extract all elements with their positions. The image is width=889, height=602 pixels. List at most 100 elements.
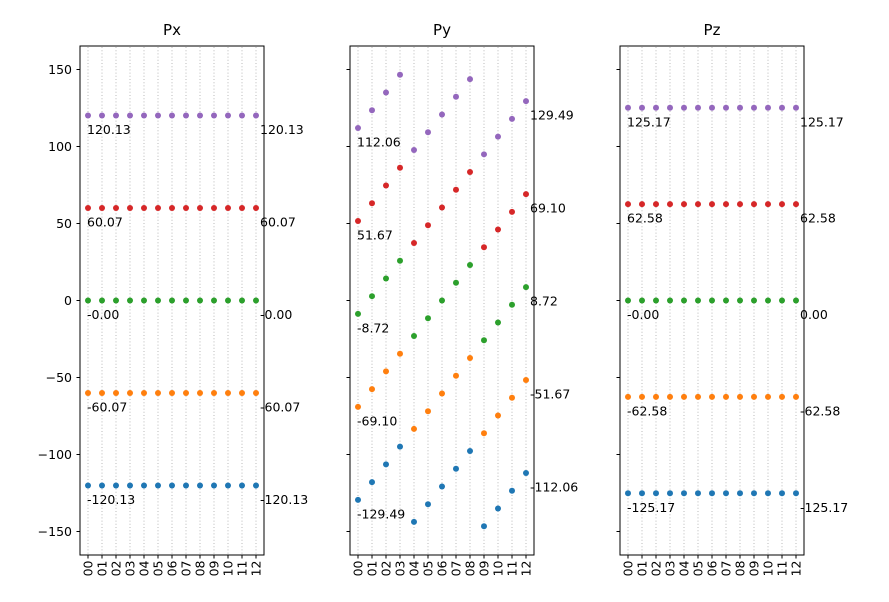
data-point — [169, 482, 175, 489]
x-tick-label: 02 — [109, 561, 124, 577]
data-point — [779, 201, 785, 208]
data-point — [467, 262, 473, 269]
data-point — [113, 297, 119, 304]
data-point — [653, 490, 659, 497]
data-point — [85, 112, 91, 119]
data-point — [695, 297, 701, 304]
data-point — [481, 337, 487, 344]
data-point — [779, 490, 785, 497]
data-point — [495, 226, 501, 233]
data-point — [197, 112, 203, 119]
y-tick-label: 0 — [64, 293, 72, 308]
data-point — [723, 201, 729, 208]
data-point — [667, 393, 673, 400]
data-point — [737, 490, 743, 497]
annotation-right: -120.13 — [260, 492, 308, 507]
data-point — [509, 394, 515, 401]
data-point — [737, 104, 743, 111]
data-point — [681, 104, 687, 111]
x-tick-label: 10 — [761, 560, 776, 576]
data-point — [369, 200, 375, 207]
data-point — [169, 389, 175, 396]
data-point — [439, 390, 445, 397]
x-tick-label: 03 — [393, 561, 408, 577]
data-point — [197, 482, 203, 489]
data-point — [253, 389, 259, 396]
data-point — [653, 104, 659, 111]
data-point — [411, 239, 417, 246]
annotation-right: -0.00 — [260, 307, 292, 322]
x-tick-label: 10 — [221, 560, 236, 576]
x-tick-label: 02 — [379, 561, 394, 577]
data-point — [211, 112, 217, 119]
data-point — [211, 482, 217, 489]
data-point — [453, 372, 459, 379]
data-point — [723, 490, 729, 497]
data-point — [509, 208, 515, 215]
data-point — [225, 205, 231, 212]
annotation-left: 60.07 — [87, 215, 123, 230]
data-point — [383, 89, 389, 96]
panel-py: 00 01 02 03 04 05 06 07 08 09 10 11 12 -129.49 -112.06… — [346, 45, 578, 577]
data-point — [453, 93, 459, 100]
data-point — [723, 297, 729, 304]
data-point — [425, 129, 431, 136]
x-tick-label: 11 — [505, 561, 520, 577]
data-point — [793, 297, 799, 304]
data-point — [639, 104, 645, 111]
x-tick-label: 06 — [705, 560, 720, 576]
data-point — [681, 297, 687, 304]
data-point — [99, 297, 105, 304]
data-point — [411, 332, 417, 339]
data-point — [183, 482, 189, 489]
annotation-left: 62.58 — [627, 211, 663, 226]
x-tick-label: 03 — [123, 561, 138, 577]
data-point — [709, 393, 715, 400]
data-point — [793, 104, 799, 111]
data-point — [723, 393, 729, 400]
data-point — [467, 169, 473, 176]
annotation-right: 0.00 — [800, 307, 828, 322]
data-point — [99, 112, 105, 119]
data-point — [197, 297, 203, 304]
data-point — [253, 482, 259, 489]
data-point — [695, 201, 701, 208]
data-point — [355, 403, 361, 410]
x-tick-label: 01 — [635, 561, 650, 577]
data-point — [397, 164, 403, 171]
data-point — [383, 461, 389, 468]
data-point — [793, 201, 799, 208]
x-tick-label: 04 — [677, 560, 692, 576]
data-point — [425, 222, 431, 229]
data-point — [639, 201, 645, 208]
data-point — [509, 487, 515, 494]
data-point — [765, 490, 771, 497]
data-point — [723, 104, 729, 111]
data-point — [751, 393, 757, 400]
x-tick-label: 12 — [519, 561, 534, 577]
x-tick-label: 08 — [193, 560, 208, 576]
x-tick-label: 08 — [733, 560, 748, 576]
data-point — [183, 389, 189, 396]
data-point — [141, 297, 147, 304]
annotation-left: -125.17 — [627, 500, 675, 515]
data-point — [453, 186, 459, 193]
y-tick-label: −150 — [38, 524, 72, 539]
annotation-right: 69.10 — [530, 201, 566, 216]
data-point — [467, 76, 473, 83]
data-point — [709, 490, 715, 497]
data-point — [495, 505, 501, 512]
x-tick-label: 08 — [463, 560, 478, 576]
data-point — [779, 104, 785, 111]
data-point — [239, 205, 245, 212]
data-point — [625, 201, 631, 208]
data-point — [155, 297, 161, 304]
data-point — [653, 297, 659, 304]
x-tick-label: 07 — [179, 561, 194, 577]
data-point — [425, 408, 431, 415]
data-point — [779, 393, 785, 400]
data-point — [99, 389, 105, 396]
data-point — [695, 104, 701, 111]
data-point — [793, 490, 799, 497]
data-point — [667, 297, 673, 304]
